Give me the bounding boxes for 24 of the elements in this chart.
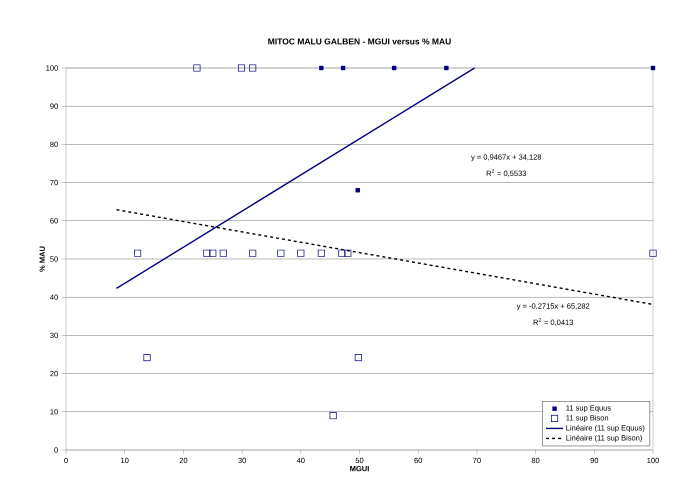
point <box>277 250 284 257</box>
point <box>249 64 256 72</box>
point <box>209 250 216 257</box>
point <box>354 354 362 362</box>
point <box>392 66 396 70</box>
point <box>297 250 304 257</box>
point <box>318 250 325 257</box>
chart-title: MITOC MALU GALBEN - MGUI versus % MAU <box>268 38 451 44</box>
point <box>649 250 657 257</box>
point <box>356 188 360 192</box>
point <box>344 250 352 257</box>
point <box>340 66 346 70</box>
point <box>238 64 246 72</box>
point <box>330 412 337 420</box>
point <box>143 354 151 362</box>
point <box>134 250 142 257</box>
point <box>249 250 256 257</box>
point <box>193 64 200 72</box>
point <box>203 250 210 257</box>
point <box>319 66 324 70</box>
point <box>444 66 449 70</box>
point <box>220 250 227 257</box>
point <box>650 66 656 70</box>
point <box>338 250 346 257</box>
